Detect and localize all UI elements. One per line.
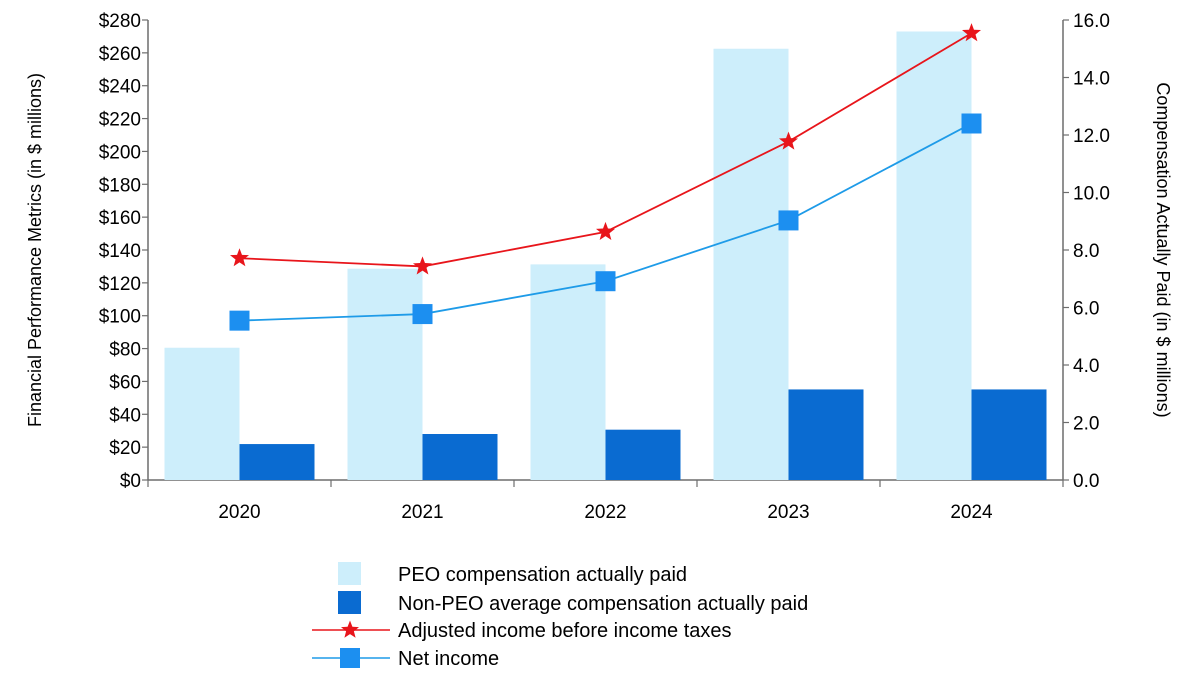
bar-non-peo-2021	[422, 434, 498, 480]
y-left-tick-label: $180	[99, 175, 141, 196]
y-left-tick-label: $140	[99, 241, 141, 262]
y-right-tick-label: 8.0	[1073, 241, 1099, 262]
bar-non-peo-2022	[605, 429, 681, 480]
bars	[164, 31, 1047, 480]
x-tick-label: 2024	[950, 502, 993, 523]
tick-labels: $0 $20 $40 $60 $80 $100 $120 $140 $160 $180 $200 $2…	[99, 11, 1110, 523]
y-left-tick-label: $240	[99, 77, 141, 98]
legend-label-adjusted-income: Adjusted income before income taxes	[398, 620, 732, 642]
y-right-tick-label: 14.0	[1073, 69, 1110, 90]
legend-label-peo: PEO compensation actually paid	[398, 564, 687, 586]
y-left-tick-label: $40	[109, 405, 141, 426]
y-right-tick-label: 12.0	[1073, 126, 1110, 147]
y-right-tick-label: 16.0	[1073, 11, 1110, 32]
y-left-tick-label: $280	[99, 11, 141, 32]
point-adjusted-income-2023	[778, 131, 799, 150]
legend: PEO compensation actually paid Non-PEO a…	[312, 562, 808, 670]
bar-peo-2020	[164, 347, 240, 480]
point-adjusted-income-2024	[961, 23, 982, 42]
bar-peo-2023	[713, 48, 789, 480]
legend-star-icon	[341, 620, 359, 638]
y-left-tick-label: $100	[99, 307, 141, 328]
bar-peo-2021	[347, 268, 423, 480]
point-net-income-2022	[595, 271, 616, 292]
y-right-tick-label: 6.0	[1073, 299, 1099, 320]
x-tick-label: 2021	[401, 502, 443, 523]
y-left-tick-label: $120	[99, 274, 141, 295]
point-net-income-2023	[778, 210, 799, 231]
legend-label-non-peo: Non-PEO average compensation actually pa…	[398, 593, 808, 615]
bar-non-peo-2023	[788, 389, 864, 480]
bar-peo-2024	[896, 31, 972, 480]
y-left-tick-label: $20	[109, 438, 141, 459]
y-left-tick-label: $260	[99, 44, 141, 65]
y-right-tick-label: 0.0	[1073, 471, 1099, 492]
y-right-axis-title: Compensation Actually Paid (in $ million…	[1153, 82, 1173, 417]
legend-square-icon	[340, 648, 360, 668]
y-left-tick-label: $0	[120, 471, 141, 492]
point-adjusted-income-2021	[412, 256, 433, 275]
point-adjusted-income-2022	[595, 221, 616, 241]
point-adjusted-income-2020	[229, 248, 250, 267]
y-left-tick-label: $160	[99, 208, 141, 229]
point-net-income-2024	[961, 113, 982, 134]
y-left-tick-label: $200	[99, 142, 141, 163]
lines	[229, 23, 982, 331]
legend-label-net-income: Net income	[398, 648, 499, 670]
y-left-axis-title: Financial Performance Metrics (in $ mill…	[25, 73, 45, 427]
y-left-tick-label: $80	[109, 340, 141, 361]
legend-swatch-peo	[338, 562, 361, 585]
bar-non-peo-2024	[971, 389, 1047, 480]
y-left-tick-label: $220	[99, 110, 141, 131]
point-net-income-2021	[412, 304, 433, 325]
y-right-tick-label: 10.0	[1073, 184, 1110, 205]
x-tick-label: 2020	[218, 502, 260, 523]
y-left-tick-label: $60	[109, 372, 141, 393]
x-tick-label: 2023	[767, 502, 809, 523]
bar-peo-2022	[530, 264, 606, 480]
x-tick-label: 2022	[584, 502, 626, 523]
legend-swatch-non-peo	[338, 591, 361, 614]
y-right-tick-label: 2.0	[1073, 414, 1099, 435]
y-right-tick-label: 4.0	[1073, 356, 1099, 377]
bar-non-peo-2020	[239, 444, 315, 480]
point-net-income-2020	[229, 310, 250, 331]
